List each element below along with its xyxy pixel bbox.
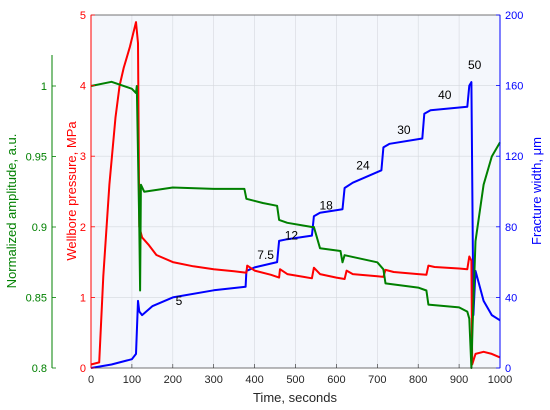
width-tick-label: 80 [505,222,517,234]
width-tick-label: 120 [505,151,523,163]
x-tick-label: 600 [327,374,345,386]
x-axis-label: Time, seconds [253,390,338,405]
x-tick-label: 800 [409,374,427,386]
series-line-amplitude [90,80,501,369]
width-tick-label: 40 [505,292,517,304]
amplitude-tick-label: 0.85 [26,293,47,305]
x-tick-label: 0 [88,374,94,386]
width-axis: 0 40 80 120 160 200 [496,10,523,375]
x-tick-label: 1000 [488,374,512,386]
amplitude-axis-label: Normalized amplitude, a.u. [4,134,19,289]
annotation-layer: 5 7.5 12 18 24 30 40 50 [176,58,482,308]
pressure-tick-label: 1 [80,292,86,304]
amplitude-tick-label: 0.8 [32,363,47,375]
amplitude-tick-label: 0.95 [26,152,47,164]
pressure-tick-label: 4 [80,81,86,93]
pressure-tick-label: 3 [80,151,86,163]
width-annotation: 40 [438,88,452,102]
x-tick-label: 400 [245,374,263,386]
series-line-width [90,81,501,369]
width-tick-label: 200 [505,10,523,22]
width-tick-label: 160 [505,81,523,93]
pressure-tick-label: 0 [80,363,86,375]
width-annotation: 30 [397,123,411,137]
x-tick-label: 100 [123,374,141,386]
pressure-axis-label: Wellbore pressure, MPa [64,121,79,261]
pressure-axis: 0 1 2 3 4 5 [80,10,95,375]
amplitude-axis: 0.8 0.85 0.9 0.95 1 [26,55,56,375]
amplitude-tick-label: 0.9 [32,222,47,234]
width-annotation: 24 [356,158,370,172]
width-annotation: 18 [319,199,333,213]
x-tick-label: 300 [205,374,223,386]
width-annotation: 12 [285,228,299,242]
amplitude-tick-label: 1 [41,81,47,93]
width-annotation: 5 [176,294,183,308]
x-tick-label: 900 [450,374,468,386]
width-axis-label: Fracture width, μm [529,137,544,245]
x-tick-label: 500 [286,374,304,386]
series-layer [90,21,501,369]
x-axis: 0 100 200 300 400 500 600 700 800 900 1000 [88,364,512,386]
pressure-tick-label: 2 [80,222,86,234]
series-line-pressure [90,21,501,366]
pressure-tick-label: 5 [80,10,86,22]
x-tick-label: 200 [164,374,182,386]
width-annotation: 50 [468,58,482,72]
width-tick-label: 0 [505,363,511,375]
width-annotation: 7.5 [257,248,274,262]
x-tick-label: 700 [368,374,386,386]
